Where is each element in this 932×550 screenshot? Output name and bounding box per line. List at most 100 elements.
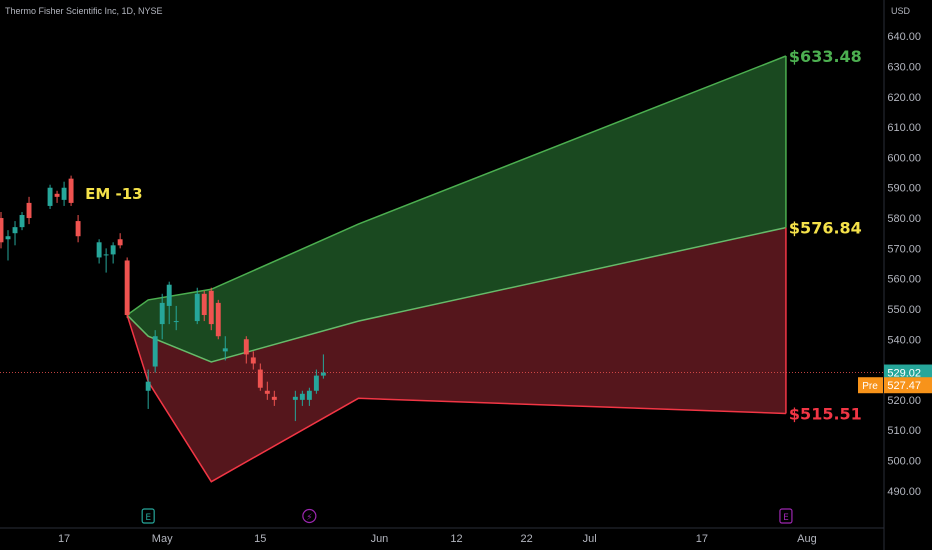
price-axis[interactable]: 490.00500.00510.00520.00530.00540.00550.… [887,31,921,498]
event-marker-label: E [783,513,789,523]
dividend-icon [302,508,317,524]
candle-body [145,381,151,391]
candle[interactable] [299,390,305,406]
candle[interactable] [12,221,18,246]
candle-body [5,236,11,240]
candle-body [257,369,263,388]
candle[interactable] [124,257,130,319]
y-tick-label: 540.00 [887,334,921,346]
candle-body [26,202,32,219]
candle[interactable] [117,233,123,249]
y-tick-label: 600.00 [887,152,921,164]
candle[interactable] [264,381,270,400]
candle-body [117,239,123,246]
pre-market-tag [858,377,883,394]
x-tick-label: May [152,533,173,545]
candle[interactable] [145,369,151,409]
candle-body [313,375,319,391]
candle[interactable] [54,190,60,203]
candle[interactable] [243,336,249,364]
annotation-em: EM -13 [85,185,143,203]
candle-body [222,348,228,352]
candle-body [299,393,305,400]
y-tick-label: 510.00 [887,425,921,437]
candle-body [124,260,130,316]
candle[interactable] [201,290,207,322]
candle[interactable] [313,369,319,394]
candle[interactable] [306,387,312,406]
candle[interactable] [96,239,102,264]
candle[interactable] [61,181,67,206]
last-price-tag [884,364,932,381]
candle[interactable] [271,390,277,406]
candle-body [166,284,172,306]
candle-body [173,321,179,323]
candle[interactable] [152,330,158,373]
candle-body [12,227,18,234]
earnings-icon [141,508,155,524]
candle-body [208,290,214,325]
x-tick-label: Jun [371,533,389,545]
candle-body [159,302,165,325]
candle-body [152,336,158,367]
candle-body [306,390,312,400]
event-marker[interactable]: ⚡ [302,508,317,524]
candle[interactable] [208,287,214,331]
candle[interactable] [103,248,109,273]
y-tick-label: 570.00 [887,243,921,255]
candle-body [0,218,4,243]
lower-band-line [126,314,786,483]
candle[interactable] [320,354,326,379]
candle[interactable] [110,242,116,264]
candle[interactable] [215,299,221,340]
candle[interactable] [5,230,11,261]
candle[interactable] [19,211,25,231]
event-marker[interactable]: E [779,508,793,524]
candle-body [61,187,67,200]
x-tick-label: Jul [583,533,597,545]
y-tick-label: 610.00 [887,122,921,134]
x-tick-label: 22 [521,533,533,545]
time-axis[interactable]: 17 May 15 Jun 12 22 Jul 17 Aug [58,533,817,545]
candle[interactable] [222,336,228,361]
y-tick-label: 620.00 [887,92,921,104]
candle-body [54,193,60,197]
candle[interactable] [194,287,200,325]
candle-body [264,390,270,394]
x-tick-label: 17 [58,533,70,545]
candle[interactable] [159,293,165,340]
candle[interactable] [0,211,4,249]
candle[interactable] [47,184,53,209]
candle[interactable] [166,281,172,325]
candle[interactable] [26,196,32,225]
candle[interactable] [75,215,81,243]
candle[interactable] [292,390,298,422]
event-marker[interactable]: E [141,508,155,524]
event-marker-label: E [145,513,151,523]
candle[interactable] [68,175,74,206]
candle-body [243,339,249,355]
y-tick-label: 630.00 [887,62,921,74]
y-tick-label: 580.00 [887,213,921,225]
candle-body [47,187,53,206]
upper-range-fill [127,56,786,362]
candle-body [19,215,25,228]
symbol-title: Thermo Fisher Scientific Inc, 1D, NYSE [5,6,163,16]
annotation-lower: $515.51 [789,404,862,423]
candle-body [215,302,221,337]
candle-body [201,293,207,316]
middle-band-line [126,226,787,363]
y-tick-label: 500.00 [887,455,921,467]
candle-body [194,293,200,322]
candle-body [96,242,102,258]
candle-body [75,221,81,237]
candle[interactable] [173,305,179,331]
candle[interactable] [257,363,263,391]
lower-range-fill [127,227,786,482]
event-marker-label: ⚡ [306,513,312,523]
candle-body [250,357,256,364]
last-price-value: 529.02 [887,368,921,380]
annotation-upper: $633.48 [789,47,862,66]
candle[interactable] [250,351,256,370]
